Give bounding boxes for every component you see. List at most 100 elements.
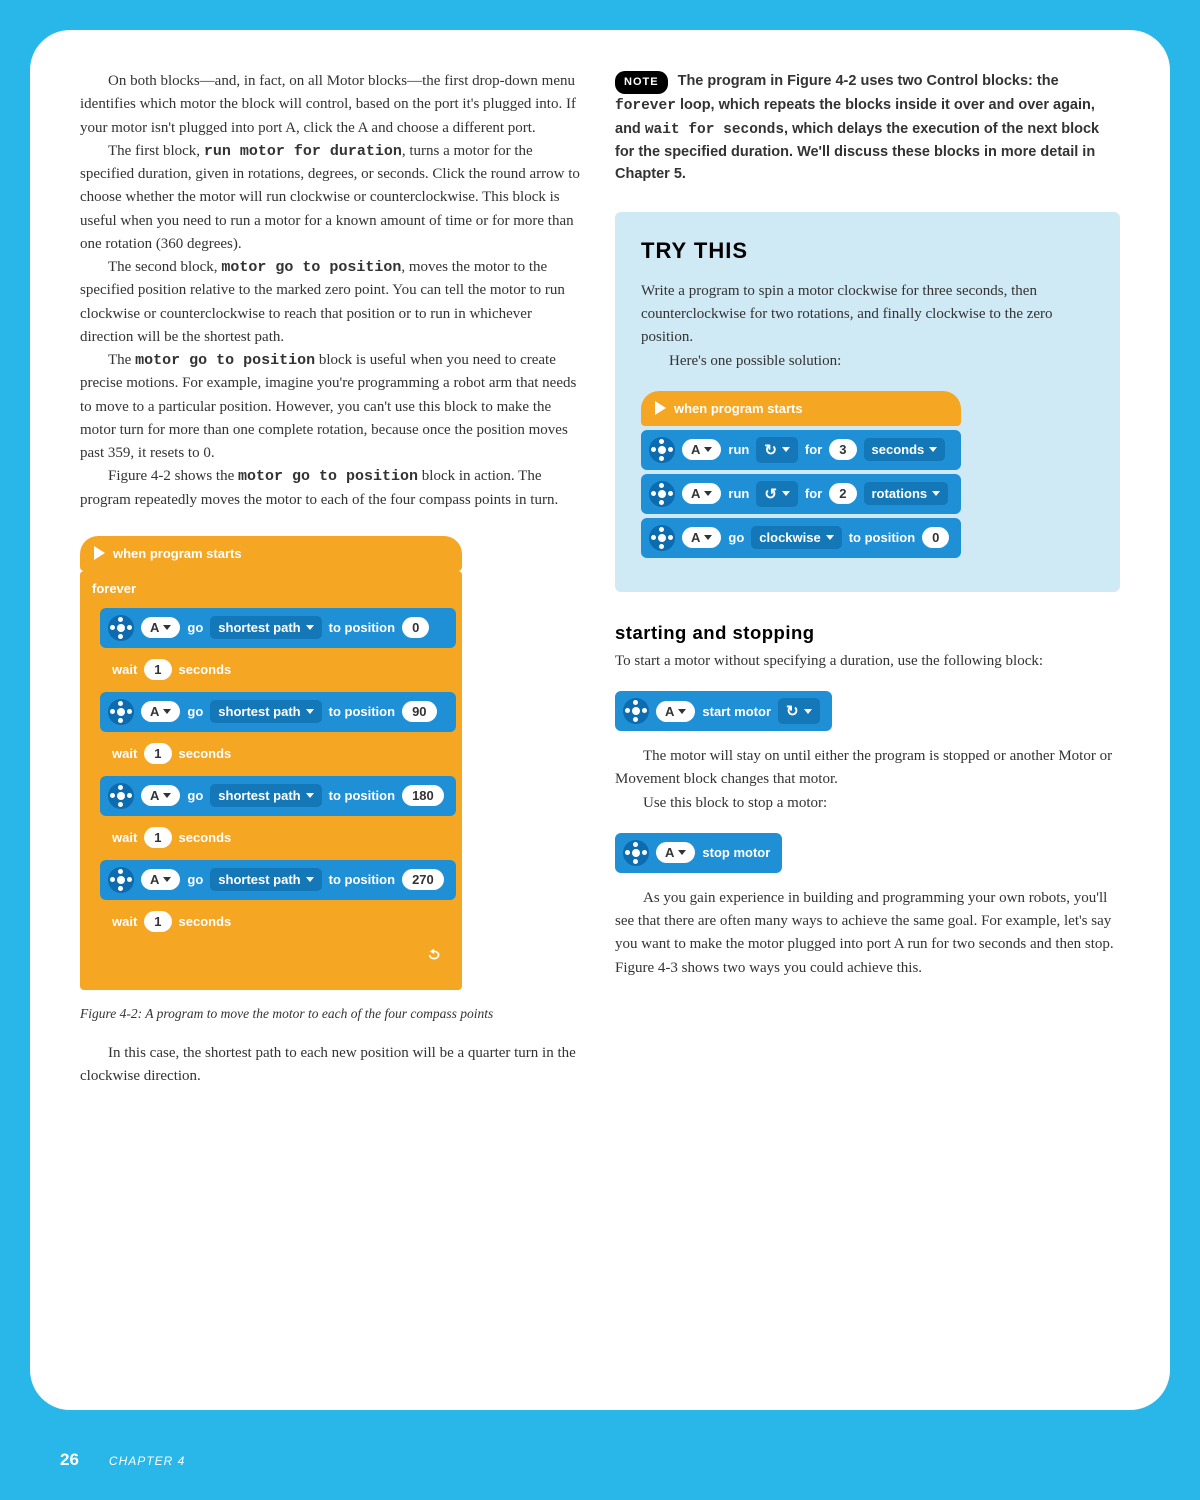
motor-icon	[108, 783, 134, 809]
page-content: On both blocks—and, in fact, on all Moto…	[30, 30, 1170, 1410]
direction-dropdown[interactable]: ↻	[778, 698, 820, 724]
note-paragraph: NOTE The program in Figure 4-2 uses two …	[615, 70, 1120, 186]
run-rotations-block[interactable]: A run ↺ for 2 rotations	[641, 474, 961, 514]
forever-label: forever	[86, 579, 456, 604]
motor-icon	[649, 437, 675, 463]
position-input[interactable]: 0	[922, 527, 949, 548]
chevron-down-icon	[163, 625, 171, 630]
wait-block-2[interactable]: wait 1 seconds	[100, 820, 456, 856]
path-dropdown[interactable]: shortest path	[210, 616, 321, 639]
stop-motor-block-wrapper: A stop motor	[615, 829, 782, 877]
for-label: for	[805, 442, 822, 457]
figure-caption: Figure 4-2: A program to move the motor …	[80, 1004, 585, 1024]
wait-input[interactable]: 1	[144, 659, 171, 680]
path-val: shortest path	[218, 788, 300, 803]
go-to-block-90[interactable]: A go shortest path to position 90	[100, 692, 456, 732]
hat-label: when program starts	[674, 401, 803, 416]
clockwise-icon: ↻	[786, 702, 799, 720]
unit-dropdown[interactable]: seconds	[864, 438, 946, 461]
chevron-down-icon	[678, 709, 686, 714]
motor-icon	[649, 481, 675, 507]
right-column: NOTE The program in Figure 4-2 uses two …	[615, 70, 1120, 1370]
chevron-down-icon	[704, 447, 712, 452]
position-input[interactable]: 0	[402, 617, 429, 638]
topos-label: to position	[329, 872, 395, 887]
port-dropdown[interactable]: A	[141, 701, 180, 722]
direction-dropdown[interactable]: ↻	[756, 437, 798, 463]
topos-label: to position	[329, 620, 395, 635]
seconds-label: seconds	[179, 914, 232, 929]
chevron-down-icon	[306, 793, 314, 798]
position-input[interactable]: 270	[402, 869, 444, 890]
direction-dropdown[interactable]: clockwise	[751, 526, 841, 549]
wait-block-1[interactable]: wait 1 seconds	[100, 736, 456, 772]
topos-label: to position	[329, 788, 395, 803]
page-number: 26	[60, 1450, 79, 1470]
code-goto-pos-2: motor go to position	[135, 352, 315, 369]
position-input[interactable]: 180	[402, 785, 444, 806]
port-dropdown[interactable]: A	[682, 483, 721, 504]
start-motor-block[interactable]: A start motor ↻	[615, 691, 832, 731]
go-clockwise-block[interactable]: A go clockwise to position 0	[641, 518, 961, 558]
port-dropdown[interactable]: A	[682, 527, 721, 548]
go-to-block-270[interactable]: A go shortest path to position 270	[100, 860, 456, 900]
chevron-down-icon	[306, 709, 314, 714]
chevron-down-icon	[163, 877, 171, 882]
unit-val: seconds	[872, 442, 925, 457]
wait-block-3[interactable]: wait 1 seconds	[100, 904, 456, 940]
stop-motor-block[interactable]: A stop motor	[615, 833, 782, 873]
path-val: shortest path	[218, 704, 300, 719]
direction-dropdown[interactable]: ↺	[756, 481, 798, 507]
chapter-label: CHAPTER 4	[109, 1454, 185, 1468]
port-dropdown[interactable]: A	[656, 842, 695, 863]
chevron-down-icon	[678, 850, 686, 855]
position-input[interactable]: 90	[402, 701, 436, 722]
port-dropdown[interactable]: A	[141, 617, 180, 638]
wait-label: wait	[112, 830, 137, 845]
forever-body: A go shortest path to position 0 wait 1 …	[100, 608, 456, 940]
seconds-label: seconds	[179, 746, 232, 761]
topos-label: to position	[329, 704, 395, 719]
go-label: go	[728, 530, 744, 545]
note-badge: NOTE	[615, 71, 668, 94]
duration-input[interactable]: 3	[829, 439, 856, 460]
run-label: run	[728, 486, 749, 501]
chevron-down-icon	[704, 491, 712, 496]
sec-p2: The motor will stay on until either the …	[615, 745, 1120, 792]
block-stack: when program starts forever A go shortes…	[80, 536, 462, 990]
run-seconds-block[interactable]: A run ↻ for 3 seconds	[641, 430, 961, 470]
go-to-block-0[interactable]: A go shortest path to position 0	[100, 608, 456, 648]
go-label: go	[187, 872, 203, 887]
start-motor-block-wrapper: A start motor ↻	[615, 687, 832, 735]
text: The first block,	[108, 143, 204, 159]
wait-input[interactable]: 1	[144, 743, 171, 764]
port-val: A	[150, 788, 159, 803]
hat-block[interactable]: when program starts	[641, 391, 961, 426]
unit-dropdown[interactable]: rotations	[864, 482, 949, 505]
forever-block[interactable]: forever A go shortest path to position 0…	[80, 571, 462, 990]
loop-arrow-icon	[426, 948, 444, 962]
path-dropdown[interactable]: shortest path	[210, 868, 321, 891]
play-icon	[655, 401, 666, 415]
clockwise-icon: ↻	[764, 441, 777, 459]
port-dropdown[interactable]: A	[656, 701, 695, 722]
port-dropdown[interactable]: A	[141, 869, 180, 890]
go-to-block-180[interactable]: A go shortest path to position 180	[100, 776, 456, 816]
chevron-down-icon	[306, 877, 314, 882]
hat-block[interactable]: when program starts	[80, 536, 462, 571]
for-label: for	[805, 486, 822, 501]
port-dropdown[interactable]: A	[141, 785, 180, 806]
port-dropdown[interactable]: A	[682, 439, 721, 460]
path-dropdown[interactable]: shortest path	[210, 700, 321, 723]
motor-icon	[649, 525, 675, 551]
wait-block-0[interactable]: wait 1 seconds	[100, 652, 456, 688]
duration-input[interactable]: 2	[829, 483, 856, 504]
wait-label: wait	[112, 662, 137, 677]
seconds-label: seconds	[179, 830, 232, 845]
wait-input[interactable]: 1	[144, 911, 171, 932]
text: The program in Figure 4-2 uses two Contr…	[678, 73, 1059, 89]
path-dropdown[interactable]: shortest path	[210, 784, 321, 807]
code-goto-pos: motor go to position	[221, 259, 401, 276]
para-6: In this case, the shortest path to each …	[80, 1042, 585, 1089]
wait-input[interactable]: 1	[144, 827, 171, 848]
